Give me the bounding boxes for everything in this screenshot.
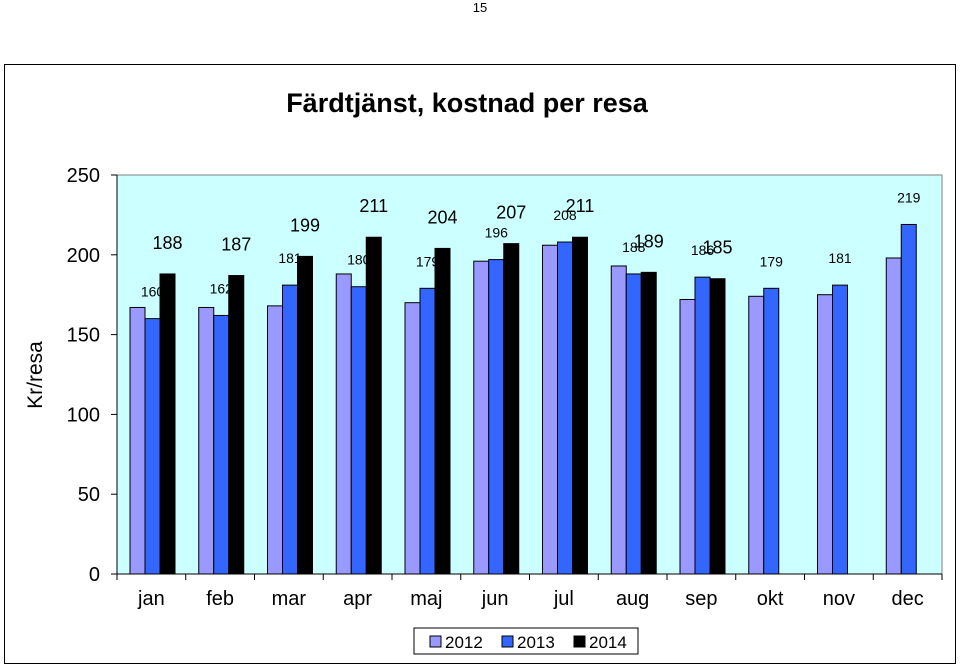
bar-2013-sep — [694, 276, 711, 575]
bar-2012-jun — [473, 260, 490, 575]
bar-2012-nov — [817, 294, 833, 575]
x-tick-label: jul — [553, 588, 574, 610]
x-tick-label: mar — [272, 588, 307, 610]
bar-2014-jul — [572, 236, 588, 575]
bar-2013-jun — [488, 259, 505, 575]
bar-2013-jul — [557, 241, 573, 575]
y-tick-label: 250 — [67, 165, 100, 187]
legend-swatch-2013 — [501, 635, 514, 648]
data-label: 185 — [702, 238, 732, 258]
data-label: 187 — [221, 235, 251, 255]
x-tick-label: sep — [685, 588, 717, 610]
data-label: 188 — [152, 233, 182, 253]
x-tick-label: apr — [343, 588, 372, 610]
bar-2014-feb — [228, 275, 245, 575]
bar-2013-apr — [350, 286, 367, 575]
x-tick-label: jun — [481, 588, 509, 610]
bar-2012-maj — [404, 302, 421, 575]
x-tick-label: maj — [410, 588, 442, 610]
data-label: 211 — [566, 196, 595, 216]
data-label: 208 — [553, 207, 577, 223]
data-label: 207 — [496, 203, 526, 223]
legend-box — [413, 627, 639, 655]
bar-2012-mar — [267, 305, 283, 575]
data-label: 181 — [278, 250, 302, 266]
bar-2013-maj — [419, 287, 436, 575]
x-axis: jan feb mar apr maj jun jul aug sep okt nov dec — [116, 573, 943, 610]
data-label: 160 — [141, 284, 165, 300]
bar-2012-apr — [335, 273, 352, 575]
x-tick-label: dec — [892, 588, 924, 610]
x-tick-label: aug — [616, 588, 649, 610]
data-label: 179 — [760, 253, 784, 269]
page-number: 15 — [472, 0, 488, 15]
bar-2012-sep — [679, 298, 696, 575]
bar-2012-jan — [129, 306, 146, 575]
bar-2013-dec — [900, 223, 917, 575]
data-label: 204 — [427, 207, 457, 227]
data-label: 162 — [210, 280, 234, 296]
legend-swatch-2014 — [573, 635, 586, 648]
bar-2013-mar — [282, 284, 298, 575]
legend-label-2013: 2013 — [517, 633, 555, 652]
x-tick-label: feb — [206, 588, 234, 610]
data-label: 211 — [359, 196, 388, 216]
chart-title: Färdtjänst, kostnad per resa — [286, 88, 649, 118]
bar-2014-jan — [159, 273, 176, 575]
y-tick-label: 200 — [67, 245, 100, 267]
bar-2014-maj — [434, 247, 451, 575]
bar-2014-sep — [709, 278, 726, 575]
y-axis: 0 50 100 150 200 250 — [67, 165, 118, 586]
bar-2014-apr — [365, 236, 382, 575]
y-tick-label: 0 — [89, 564, 100, 586]
plot-area — [116, 174, 943, 575]
x-tick-label: okt — [757, 588, 784, 610]
bar-2014-aug — [640, 271, 657, 575]
legend-label-2014: 2014 — [589, 633, 627, 652]
bar-2013-aug — [625, 273, 642, 575]
legend-label-2012: 2012 — [445, 633, 483, 652]
bar-2013-jan — [144, 318, 161, 575]
data-label: 199 — [290, 215, 320, 235]
data-label: 196 — [485, 225, 509, 241]
y-tick-label: 100 — [67, 404, 100, 426]
bar-2012-dec — [885, 257, 902, 575]
bar-2012-okt — [748, 295, 765, 575]
y-tick-label: 150 — [67, 325, 100, 347]
data-label: 181 — [828, 250, 852, 266]
data-label: 179 — [416, 253, 440, 269]
x-tick-label: jan — [137, 588, 165, 610]
data-label: 189 — [634, 231, 664, 251]
data-label: 186 — [691, 242, 715, 258]
bar-2013-feb — [213, 314, 230, 575]
legend-swatch-2012 — [429, 635, 442, 648]
data-label: 180 — [347, 252, 371, 268]
bar-2013-nov — [832, 284, 848, 575]
bar-2013-okt — [763, 287, 780, 575]
bar-2014-jun — [503, 243, 520, 575]
data-label: 219 — [897, 189, 921, 205]
bars — [129, 223, 917, 575]
y-axis-label: Kr/resa — [24, 341, 47, 409]
bar-2014-mar — [297, 255, 313, 575]
legend: 2012 2013 2014 — [413, 627, 639, 655]
data-label: 188 — [622, 239, 646, 255]
x-tick-label: nov — [823, 588, 855, 610]
bar-2012-aug — [610, 265, 627, 575]
bar-2012-jul — [542, 244, 558, 575]
chart-frame — [4, 64, 956, 664]
bar-2012-feb — [198, 306, 215, 575]
y-tick-label: 50 — [78, 484, 100, 506]
